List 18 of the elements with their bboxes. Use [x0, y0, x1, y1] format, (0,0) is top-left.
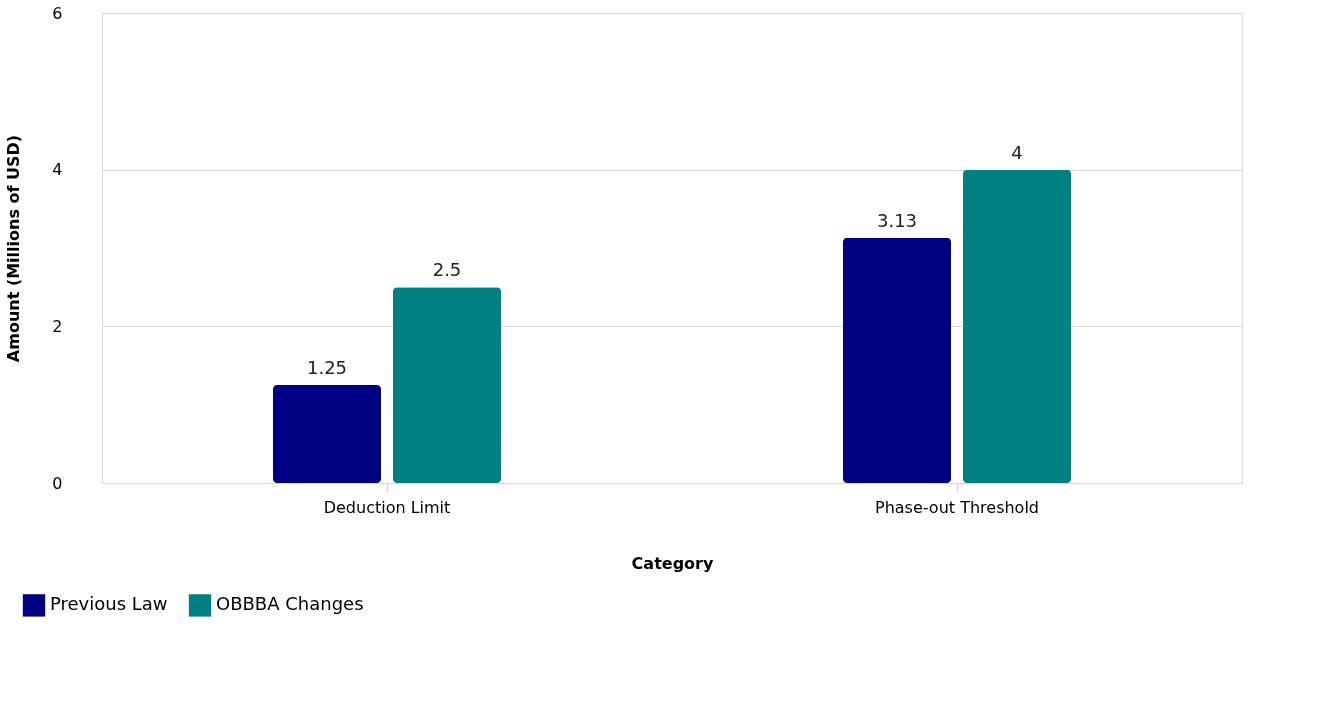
x-axis-title: Category — [631, 553, 714, 573]
data-label: 1.25 — [306, 357, 348, 379]
y-tick-label: 6 — [52, 3, 63, 23]
y-tick-label: 0 — [52, 473, 63, 493]
bar — [273, 385, 381, 483]
y-tick-label: 4 — [52, 160, 63, 180]
data-label: 4 — [1011, 141, 1023, 163]
data-label: 2.5 — [432, 259, 462, 281]
bar — [843, 237, 951, 483]
y-axis-title: Amount (Millions of USD) — [4, 134, 24, 363]
legend-label: Previous Law — [50, 593, 168, 615]
y-tick-label: 2 — [52, 316, 63, 336]
data-label: 3.13 — [876, 209, 918, 231]
bar — [393, 287, 501, 483]
x-tick-label: Phase-out Threshold — [875, 497, 1039, 517]
legend-label: OBBBA Changes — [216, 593, 364, 615]
bar — [963, 169, 1071, 483]
x-tick-label: Deduction Limit — [323, 497, 451, 517]
